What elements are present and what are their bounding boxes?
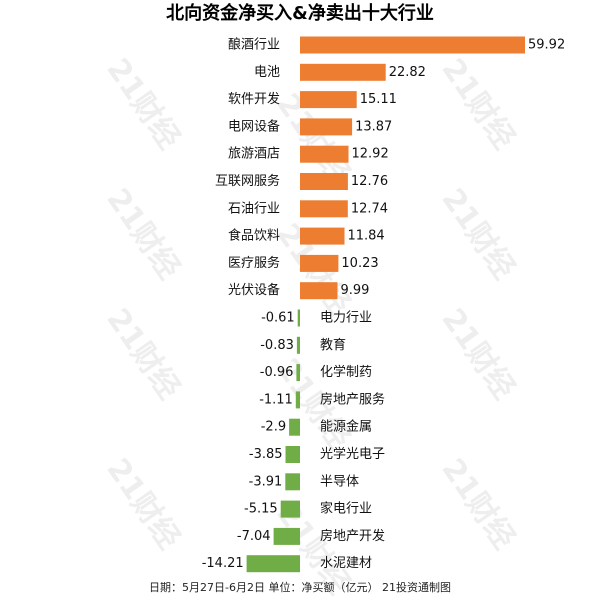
value-label: 12.76 — [351, 174, 388, 189]
value-label: -0.61 — [261, 311, 295, 326]
bar-13 — [296, 364, 300, 382]
value-label: 11.84 — [347, 229, 384, 244]
bar-16 — [285, 446, 300, 463]
category-label: 食品饮料 — [228, 228, 280, 244]
bar-4 — [300, 118, 353, 136]
category-label: 电池 — [254, 65, 280, 80]
bar-17 — [285, 473, 300, 491]
value-label: 15.11 — [360, 92, 397, 107]
category-label: 医疗服务 — [228, 255, 280, 271]
category-label: 软件开发 — [228, 91, 280, 107]
value-label: -7.04 — [237, 529, 271, 544]
category-label: 水泥建材 — [320, 556, 372, 571]
value-label: -3.85 — [249, 447, 283, 462]
bar-18 — [280, 500, 300, 518]
category-label: 光伏设备 — [228, 282, 280, 298]
value-label: -0.83 — [260, 338, 294, 353]
value-label: 12.74 — [351, 201, 388, 216]
chart-footnote: 日期：5月27日-6月2日 单位：净买额（亿元） 21投资通制图 — [149, 581, 451, 594]
category-label: 电力行业 — [320, 311, 372, 326]
value-label: -0.96 — [260, 365, 294, 380]
bar-8 — [300, 227, 345, 245]
bar-15 — [289, 418, 300, 436]
bar-6 — [300, 173, 348, 190]
value-label: 12.92 — [352, 147, 389, 162]
category-label: 家电行业 — [320, 501, 372, 517]
category-label: 半导体 — [320, 474, 359, 489]
category-label: 旅游酒店 — [228, 147, 280, 162]
bar-3 — [300, 91, 357, 109]
bar-19 — [273, 527, 300, 545]
bar-12 — [296, 336, 300, 354]
category-label: 教育 — [320, 337, 346, 353]
value-label: 10.23 — [341, 256, 378, 271]
value-label: 9.99 — [341, 283, 370, 298]
bar-11 — [297, 309, 300, 327]
category-label: 化学制药 — [320, 364, 372, 380]
value-label: -1.11 — [259, 392, 293, 407]
value-label: 22.82 — [389, 65, 426, 80]
bar-10 — [300, 282, 338, 300]
bar-1 — [300, 36, 525, 54]
category-label: 房地产服务 — [320, 391, 385, 407]
chart-title: 北向资金净买入&净卖出十大行业 — [166, 3, 434, 24]
value-label: 59.92 — [528, 38, 565, 53]
category-label: 互联网服务 — [215, 173, 280, 189]
value-label: -3.91 — [249, 474, 283, 489]
bar-20 — [246, 555, 300, 573]
category-label: 能源金属 — [320, 419, 372, 435]
value-label: 13.87 — [355, 119, 392, 134]
category-label: 电网设备 — [228, 118, 280, 134]
value-label: -14.21 — [202, 556, 244, 571]
value-label: -5.15 — [244, 502, 278, 517]
category-label: 房地产开发 — [320, 528, 385, 544]
category-label: 石油行业 — [228, 201, 280, 216]
bar-5 — [300, 145, 349, 163]
category-label: 酿酒行业 — [228, 37, 280, 53]
bar-9 — [300, 254, 339, 272]
bar-14 — [295, 391, 300, 409]
bar-2 — [300, 63, 386, 81]
category-label: 光学光电子 — [320, 446, 385, 462]
value-label: -2.9 — [261, 420, 286, 435]
bar-7 — [300, 200, 348, 218]
